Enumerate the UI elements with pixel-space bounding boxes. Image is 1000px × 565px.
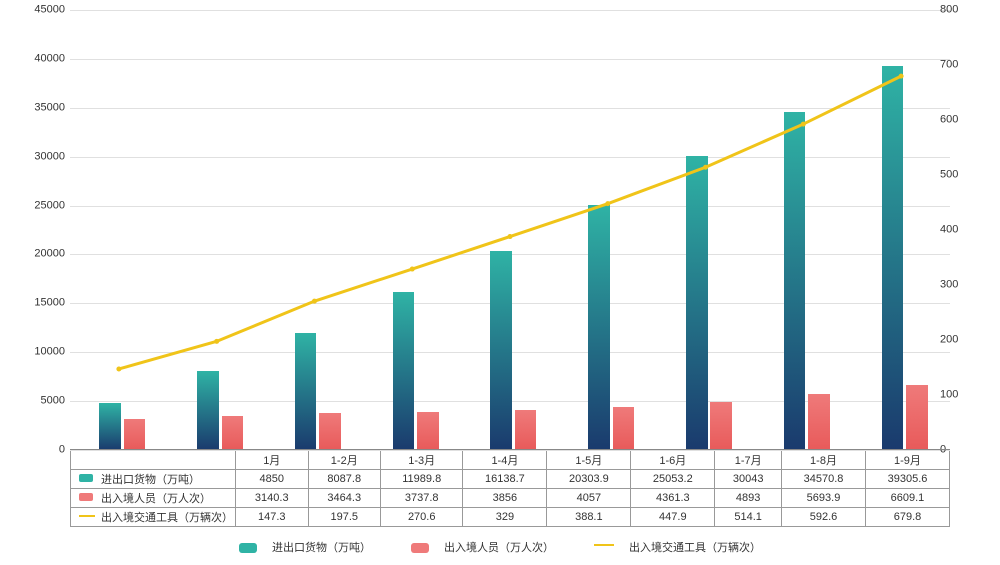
bars-layer [70,10,950,450]
bar-goods [490,251,512,450]
bar-people [319,413,341,450]
row-label-text: 出入境交通工具（万辆次） [101,512,233,524]
y-left-tick: 5000 [10,396,65,407]
bar-goods [882,66,904,450]
table-col-header: 1-2月 [308,451,381,470]
table-cell: 34570.8 [782,470,866,489]
table-cell: 25053.2 [631,470,715,489]
table-col-header: 1-7月 [715,451,782,470]
y-left-tick: 10000 [10,347,65,358]
swatch-bar-icon [79,474,93,482]
bar-goods [686,156,708,450]
bar-people [613,407,635,450]
table-cell: 3737.8 [381,489,463,508]
table-cell: 11989.8 [381,470,463,489]
bar-people [222,416,244,450]
data-table: 1月1-2月1-3月1-4月1-5月1-6月1-7月1-8月1-9月进出口货物（… [70,450,950,527]
bar-people [515,410,537,450]
table-cell: 592.6 [782,508,866,527]
table-cell: 447.9 [631,508,715,527]
table-cell: 270.6 [381,508,463,527]
bar-group [363,10,461,450]
legend-swatch-bar-icon [411,543,429,553]
table-cell: 5693.9 [782,489,866,508]
table-col-header: 1-4月 [463,451,547,470]
legend-swatch-line-icon [594,544,614,546]
table-col-header: 1-9月 [865,451,949,470]
row-label-text: 进出口货物（万吨） [101,474,200,486]
table-cell: 4361.3 [631,489,715,508]
legend-swatch-bar-icon [239,543,257,553]
bar-group [754,10,852,450]
table-cell: 679.8 [865,508,949,527]
table-corner [71,451,236,470]
row-label-text: 出入境人员（万人次） [101,493,211,505]
table-cell: 4850 [236,470,309,489]
y-left-tick: 15000 [10,298,65,309]
table-cell: 8087.8 [308,470,381,489]
bar-goods [588,205,610,450]
legend-item: 出入境交通工具（万辆次） [584,542,771,554]
bar-group [266,10,364,450]
bar-people [710,402,732,450]
table-cell: 3856 [463,489,547,508]
table-row-label: 出入境交通工具（万辆次） [71,508,236,527]
y-left-tick: 40000 [10,53,65,64]
y-left-tick: 35000 [10,102,65,113]
table-row-label: 出入境人员（万人次） [71,489,236,508]
bar-group [657,10,755,450]
table-cell: 3140.3 [236,489,309,508]
table-col-header: 1-5月 [547,451,631,470]
table-cell: 147.3 [236,508,309,527]
bar-goods [99,403,121,450]
table-cell: 39305.6 [865,470,949,489]
table-cell: 329 [463,508,547,527]
combo-chart: 0 5000 10000 15000 20000 25000 30000 35000 40000… [10,10,990,555]
bar-group [852,10,950,450]
legend-item: 进出口货物（万吨） [229,542,381,554]
plot-area: 0500010000150002000025000300003500040000… [70,10,950,450]
legend-label: 进出口货物（万吨） [272,542,371,554]
bar-goods [295,333,317,450]
bar-people [906,385,928,450]
legend-label: 出入境人员（万人次） [444,542,554,554]
table-col-header: 1月 [236,451,309,470]
bar-group [559,10,657,450]
table-col-header: 1-8月 [782,451,866,470]
y-left-tick: 30000 [10,151,65,162]
table-cell: 388.1 [547,508,631,527]
y-axis-left: 0500010000150002000025000300003500040000… [10,10,65,450]
y-left-tick: 45000 [10,5,65,16]
bar-group [70,10,168,450]
table-cell: 4893 [715,489,782,508]
table-cell: 16138.7 [463,470,547,489]
table-cell: 197.5 [308,508,381,527]
table-cell: 514.1 [715,508,782,527]
table-cell: 3464.3 [308,489,381,508]
y-left-tick: 0 [10,445,65,456]
table-cell: 30043 [715,470,782,489]
bar-group [461,10,559,450]
swatch-line-icon [79,515,95,517]
bar-goods [197,371,219,450]
bar-goods [393,292,415,450]
bar-group [168,10,266,450]
table-row-label: 进出口货物（万吨） [71,470,236,489]
bar-people [808,394,830,450]
table-col-header: 1-3月 [381,451,463,470]
legend-item: 出入境人员（万人次） [401,542,564,554]
table-cell: 4057 [547,489,631,508]
table-cell: 6609.1 [865,489,949,508]
y-left-tick: 25000 [10,200,65,211]
bar-goods [784,112,806,450]
table-col-header: 1-6月 [631,451,715,470]
y-left-tick: 20000 [10,249,65,260]
swatch-bar-icon [79,493,93,501]
bar-people [124,419,146,450]
legend-label: 出入境交通工具（万辆次） [629,542,761,554]
table-cell: 20303.9 [547,470,631,489]
bar-people [417,412,439,450]
